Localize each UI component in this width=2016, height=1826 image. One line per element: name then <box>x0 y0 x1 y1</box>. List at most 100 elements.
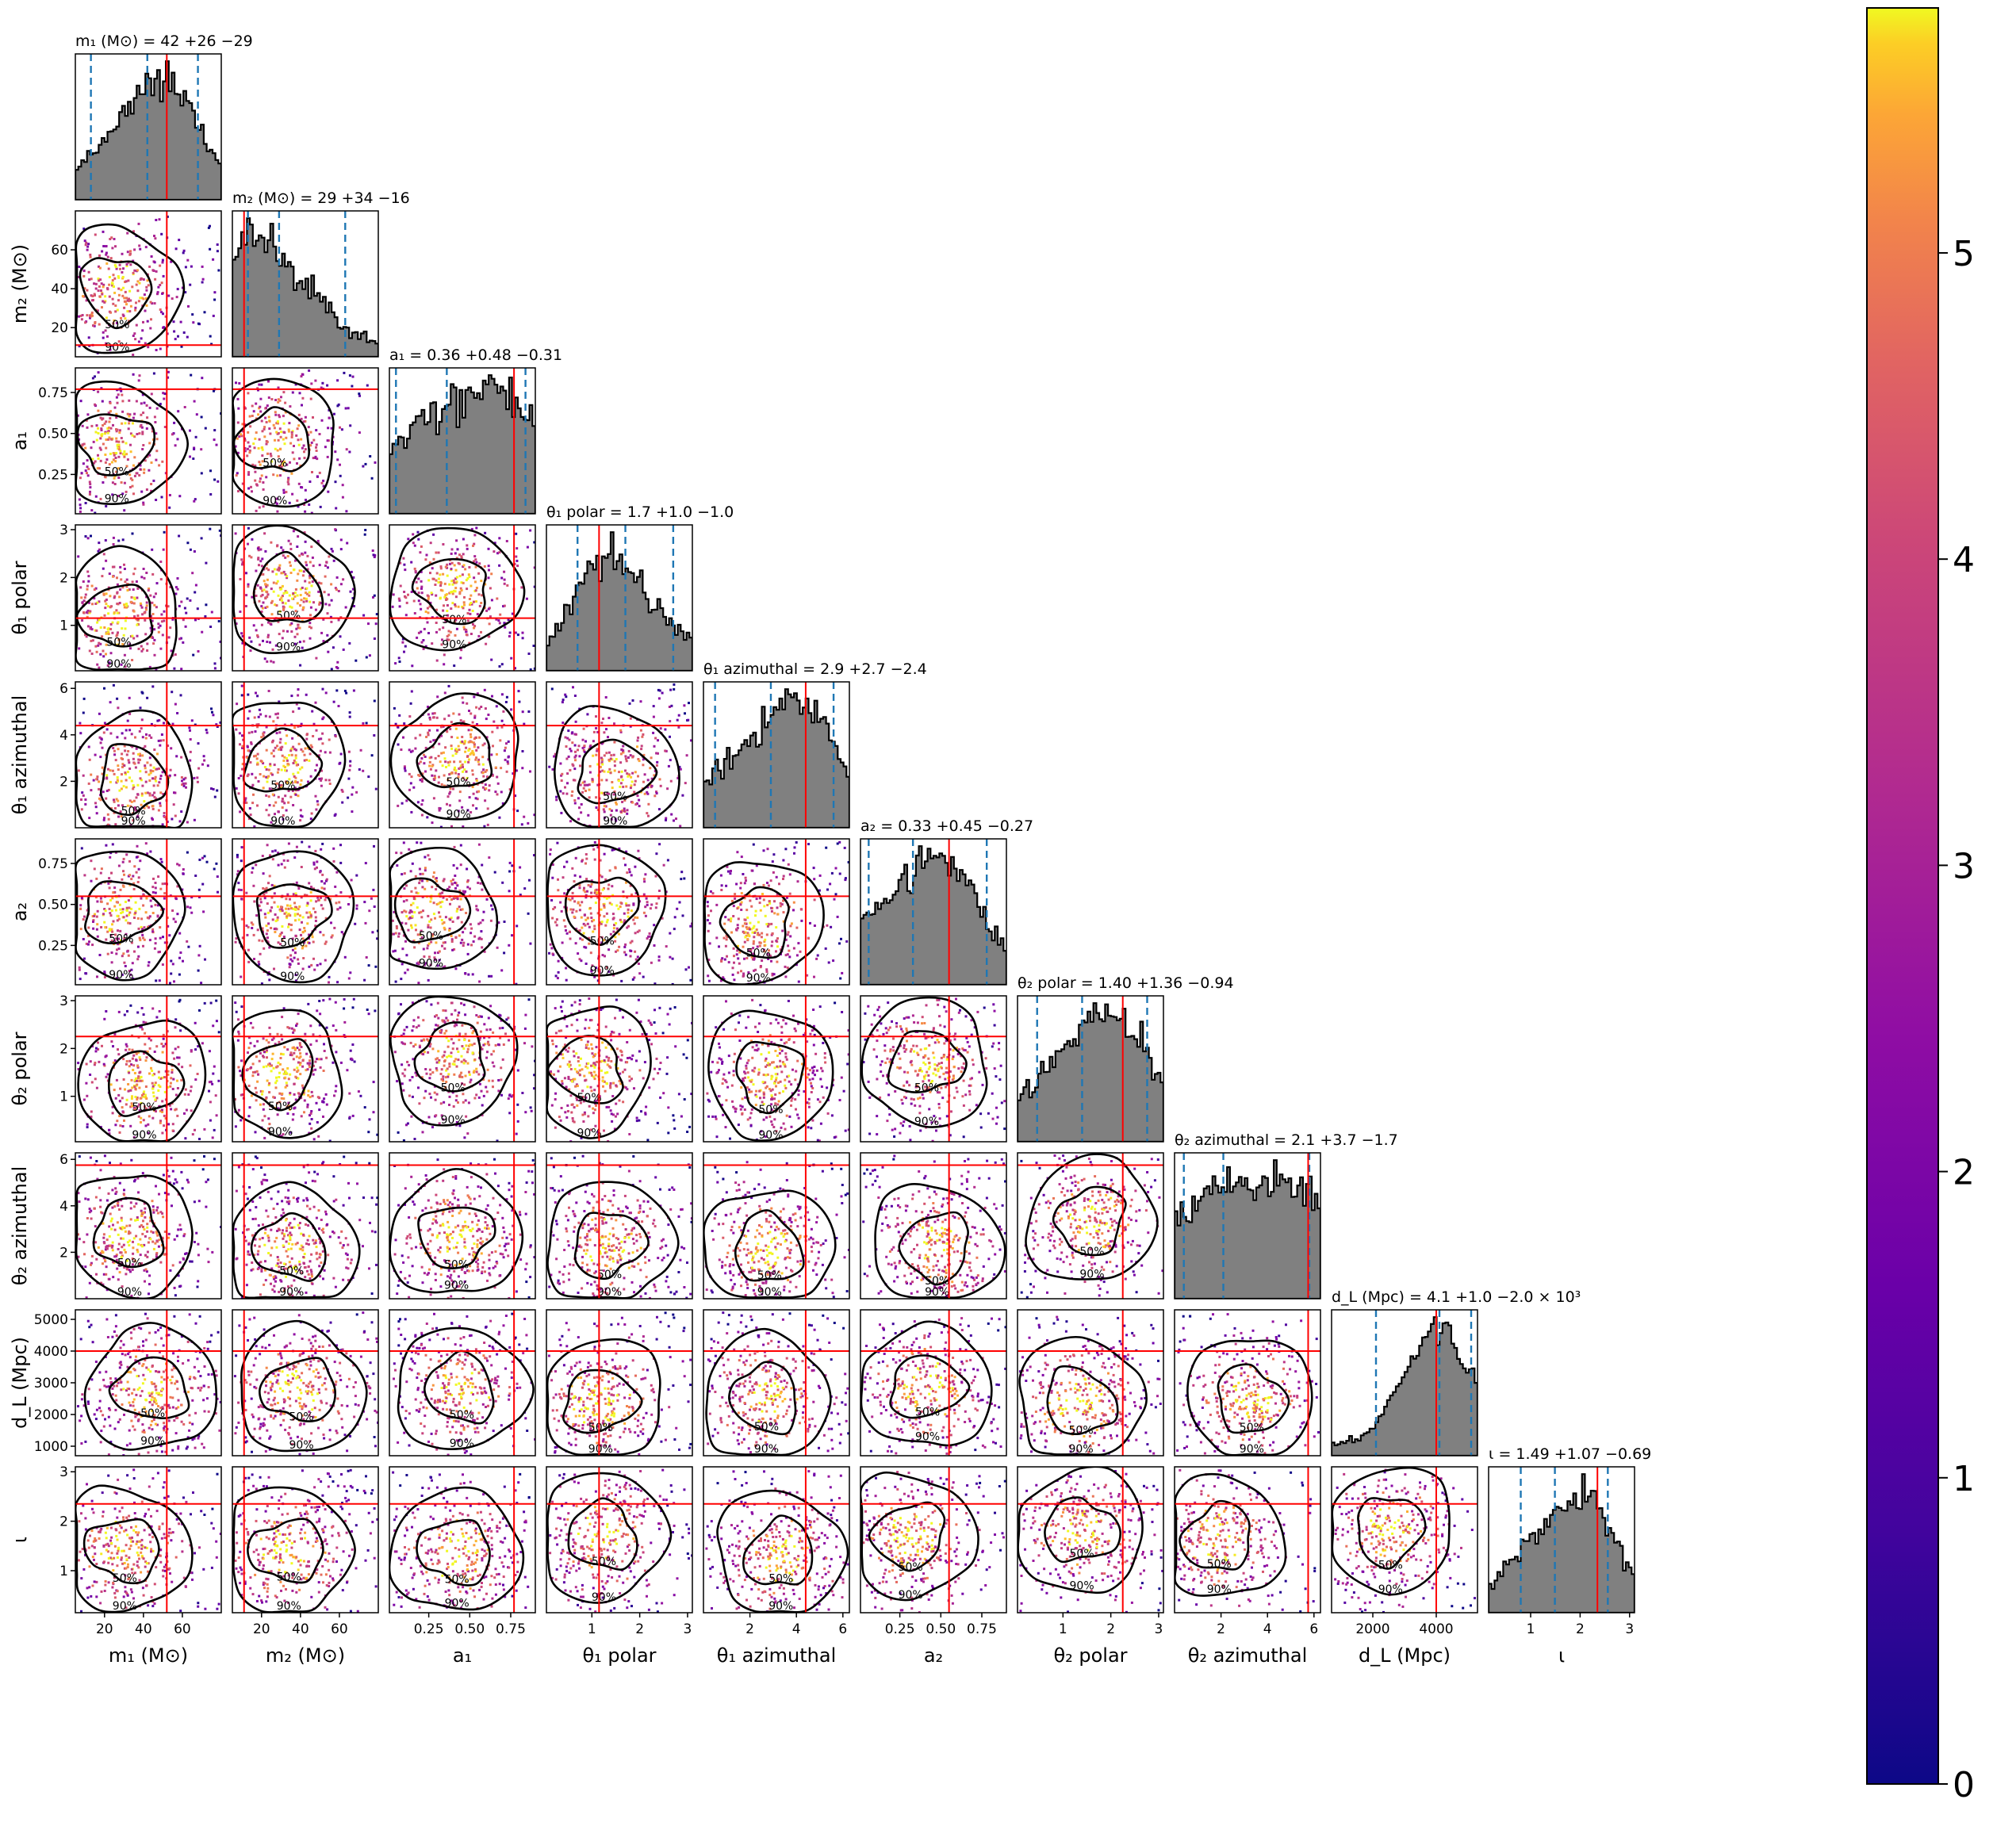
sample-point <box>580 959 583 963</box>
sample-point <box>105 776 109 779</box>
sample-point <box>367 622 370 626</box>
sample-point <box>109 914 113 917</box>
sample-point <box>324 751 327 754</box>
sample-point <box>293 748 297 751</box>
contour-label-50: 50% <box>105 465 129 478</box>
sample-point <box>138 374 141 377</box>
sample-point <box>469 603 471 607</box>
sample-point <box>428 920 431 923</box>
sample-point <box>610 754 613 757</box>
sample-point <box>244 797 247 800</box>
sample-point <box>81 314 84 316</box>
sample-point <box>282 630 285 633</box>
sample-point <box>621 809 624 812</box>
sample-point <box>575 928 578 931</box>
sample-point <box>191 313 194 316</box>
sample-point <box>154 421 157 423</box>
sample-point <box>132 757 135 760</box>
sample-point <box>298 569 301 572</box>
sample-point <box>269 452 272 455</box>
sample-point <box>132 572 136 576</box>
sample-point <box>280 431 283 434</box>
sample-point <box>162 739 165 742</box>
sample-point <box>291 790 294 792</box>
sample-point <box>319 963 322 966</box>
sample-point <box>662 863 665 867</box>
sample-point <box>144 737 148 740</box>
sample-point <box>294 793 297 796</box>
sample-point <box>581 938 584 941</box>
sample-point <box>126 232 129 235</box>
sample-point <box>109 929 111 932</box>
sample-point <box>634 958 638 961</box>
sample-point <box>244 605 247 607</box>
sample-point <box>424 611 427 613</box>
sample-point <box>611 913 615 916</box>
sample-point <box>159 578 163 581</box>
sample-point <box>280 546 283 549</box>
sample-point <box>174 774 177 777</box>
sample-point <box>447 638 450 641</box>
sample-point <box>184 625 187 628</box>
sample-point <box>400 748 403 751</box>
sample-point <box>121 973 124 976</box>
sample-point <box>151 890 155 894</box>
sample-point <box>462 742 466 745</box>
sample-point <box>133 474 136 477</box>
sample-point <box>87 782 90 785</box>
sample-point <box>78 315 80 318</box>
sample-point <box>619 785 622 788</box>
sample-point <box>276 497 279 500</box>
sample-point <box>158 718 161 722</box>
sample-point <box>302 957 305 959</box>
sample-point <box>286 904 289 907</box>
sample-point <box>409 702 412 705</box>
sample-point <box>642 780 645 783</box>
contour-label-90: 90% <box>442 639 466 652</box>
sample-point <box>293 908 297 911</box>
sample-point <box>91 915 94 918</box>
sample-point <box>257 557 260 561</box>
sample-point <box>80 596 83 599</box>
sample-point <box>585 857 588 860</box>
sample-point <box>326 439 329 442</box>
sample-point <box>258 461 261 464</box>
sample-point <box>397 743 400 746</box>
sample-point <box>103 422 106 425</box>
sample-point <box>309 397 312 400</box>
sample-point <box>152 642 155 645</box>
sample-point <box>140 603 143 607</box>
sample-point <box>607 896 611 899</box>
sample-point <box>584 740 587 743</box>
sample-point <box>92 927 95 930</box>
sample-point <box>116 321 118 324</box>
sample-point <box>246 447 249 450</box>
sample-point <box>124 281 126 283</box>
sample-point <box>146 455 149 458</box>
panel-frame <box>75 681 222 829</box>
sample-point <box>247 487 251 490</box>
sample-point <box>482 910 485 913</box>
sample-point <box>257 723 260 726</box>
sample-point <box>489 615 492 618</box>
sample-point <box>523 815 526 818</box>
sample-point <box>630 893 633 896</box>
sample-point <box>364 462 367 465</box>
sample-point <box>77 276 80 278</box>
sample-point <box>274 931 277 933</box>
sample-point <box>297 623 300 626</box>
sample-point <box>412 599 416 603</box>
sample-point <box>163 908 166 911</box>
sample-point <box>284 602 287 605</box>
sample-point <box>596 896 600 899</box>
sample-point <box>256 761 259 764</box>
sample-point <box>92 440 95 443</box>
sample-point <box>301 486 304 489</box>
sample-point <box>295 748 297 752</box>
sample-point <box>320 784 323 787</box>
sample-point <box>327 427 330 430</box>
sample-point <box>267 768 270 771</box>
sample-point <box>449 591 452 594</box>
sample-point <box>105 245 108 248</box>
sample-point <box>90 626 93 629</box>
